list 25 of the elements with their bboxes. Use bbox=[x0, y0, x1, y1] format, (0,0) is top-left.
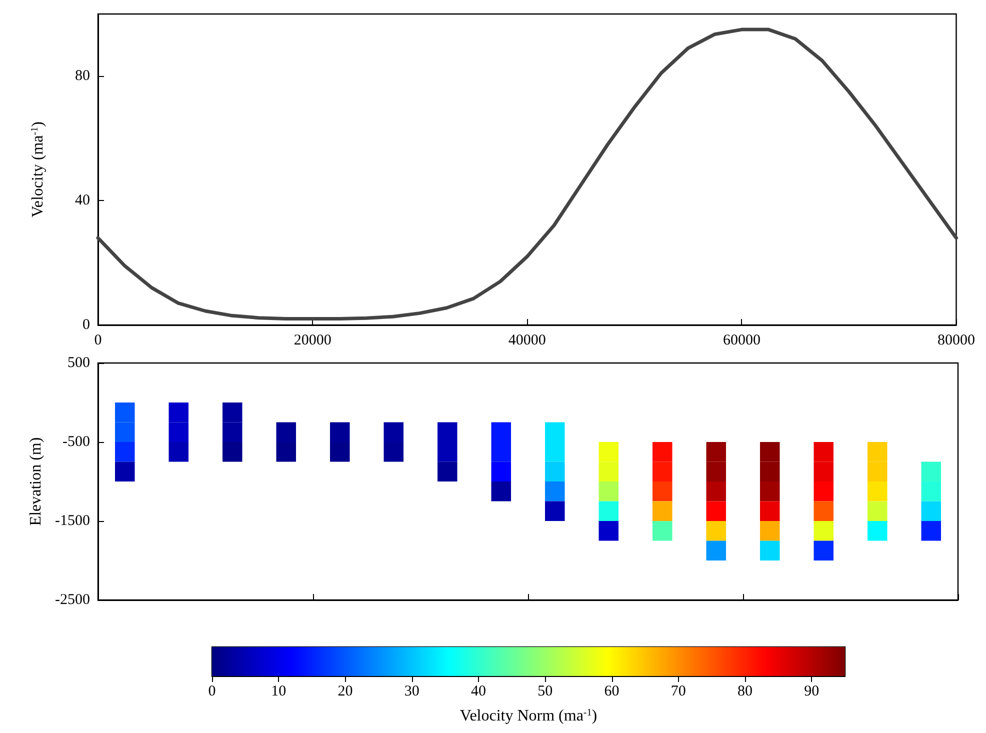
color-bar-label: 20 bbox=[338, 684, 353, 700]
color-bar-label: 40 bbox=[471, 684, 486, 700]
color-bar-label: 50 bbox=[538, 684, 553, 700]
color-bar-label: 60 bbox=[604, 684, 620, 700]
x-tick-label: 20000 bbox=[294, 332, 332, 348]
line-series bbox=[96, 28, 958, 321]
x-tick-label: 60000 bbox=[722, 332, 760, 348]
y-tick-label: -2500 bbox=[55, 592, 90, 608]
color-bar-label: 80 bbox=[738, 684, 753, 700]
y-axis-title: Elevation (m) bbox=[28, 437, 45, 526]
y-tick-label: 0 bbox=[82, 317, 90, 333]
x-tick-label: 0 bbox=[94, 332, 102, 348]
y-tick-label: 80 bbox=[75, 68, 90, 84]
color-bar-label: 70 bbox=[670, 684, 686, 700]
y-tick-label: 500 bbox=[68, 355, 90, 371]
x-tick-label: 80000 bbox=[938, 332, 975, 348]
y-axis-title: Velocity (ma-1) bbox=[30, 122, 46, 218]
x-tick-label: 40000 bbox=[508, 332, 546, 348]
color-bar-label: 30 bbox=[404, 684, 420, 700]
y-tick-label: -500 bbox=[62, 434, 90, 450]
y-tick-label: -1500 bbox=[55, 513, 90, 529]
y-tick-label: 40 bbox=[75, 192, 90, 209]
color-bar-label: 10 bbox=[271, 684, 286, 700]
color-bar-label: 90 bbox=[804, 684, 820, 700]
color-bar-label: 0 bbox=[208, 684, 216, 700]
